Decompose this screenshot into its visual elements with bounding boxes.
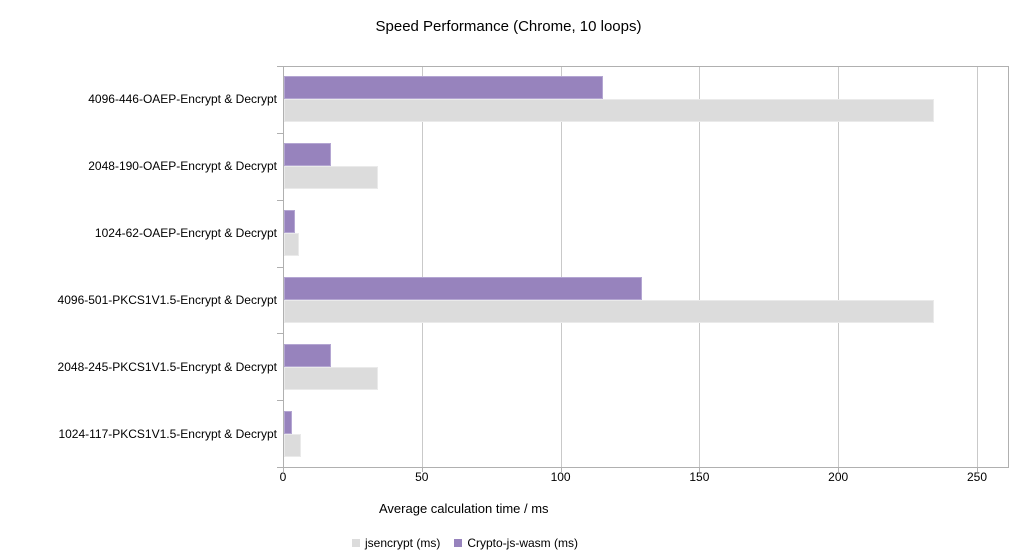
x-tick-label: 150 bbox=[689, 470, 710, 484]
x-axis-title: Average calculation time / ms bbox=[379, 501, 549, 516]
y-category-label: 4096-501-PKCS1V1.5-Encrypt & Decrypt bbox=[57, 293, 277, 307]
x-tick-label: 0 bbox=[279, 470, 287, 484]
bar-jsencrypt bbox=[284, 99, 934, 123]
x-tick-label: 250 bbox=[966, 470, 988, 484]
plot-border-top bbox=[283, 66, 1008, 67]
legend-marker-icon bbox=[352, 539, 360, 547]
bar-jsencrypt bbox=[284, 366, 378, 390]
x-axis-tick bbox=[283, 467, 284, 472]
bar-crypto-js-wasm bbox=[284, 76, 603, 100]
gridline bbox=[560, 66, 562, 467]
bar-jsencrypt bbox=[284, 433, 301, 457]
legend-item: Crypto-js-wasm (ms) bbox=[454, 536, 578, 550]
gridline bbox=[421, 66, 423, 467]
y-category-label: 1024-117-PKCS1V1.5-Encrypt & Decrypt bbox=[58, 427, 277, 441]
y-axis-tick bbox=[277, 267, 283, 268]
bar-crypto-js-wasm bbox=[284, 210, 295, 234]
x-tick-label: 100 bbox=[550, 470, 571, 484]
gridline bbox=[699, 66, 701, 467]
y-axis-tick bbox=[277, 333, 283, 334]
chart-title: Speed Performance (Chrome, 10 loops) bbox=[375, 18, 642, 35]
bar-jsencrypt bbox=[284, 166, 378, 190]
y-axis-tick bbox=[277, 133, 283, 134]
legend-label: Crypto-js-wasm (ms) bbox=[467, 536, 579, 550]
y-category-label: 1024-62-OAEP-Encrypt & Decrypt bbox=[94, 226, 277, 240]
y-axis-tick bbox=[277, 400, 283, 401]
legend-marker-icon bbox=[454, 539, 463, 547]
y-category-label: 4096-446-OAEP-Encrypt & Decrypt bbox=[88, 92, 277, 106]
y-axis-line bbox=[283, 66, 284, 468]
bar-crypto-js-wasm bbox=[284, 343, 331, 367]
bar-crypto-js-wasm bbox=[284, 276, 642, 300]
bar-crypto-js-wasm bbox=[284, 410, 292, 434]
gridline bbox=[838, 66, 840, 467]
y-axis-tick bbox=[277, 66, 283, 67]
gridline bbox=[977, 66, 978, 467]
legend: jsencrypt (ms) Crypto-js-wasm (ms) bbox=[352, 536, 578, 550]
x-axis-tick bbox=[838, 467, 840, 472]
x-axis-line bbox=[283, 467, 1009, 468]
y-category-label: 2048-190-OAEP-Encrypt & Decrypt bbox=[88, 159, 277, 173]
x-axis-tick bbox=[977, 467, 978, 472]
bar-jsencrypt bbox=[284, 233, 299, 257]
x-tick-label: 50 bbox=[415, 470, 429, 484]
x-axis-tick bbox=[421, 467, 423, 472]
x-axis-tick bbox=[699, 467, 701, 472]
y-axis-tick bbox=[277, 467, 283, 468]
x-tick-label: 200 bbox=[828, 470, 849, 484]
plot-border-right bbox=[1008, 66, 1009, 468]
bar-jsencrypt bbox=[284, 299, 934, 323]
legend-label: jsencrypt (ms) bbox=[365, 536, 441, 550]
x-axis-tick bbox=[560, 467, 562, 472]
bar-crypto-js-wasm bbox=[284, 143, 331, 167]
y-category-label: 2048-245-PKCS1V1.5-Encrypt & Decrypt bbox=[57, 360, 277, 374]
legend-item: jsencrypt (ms) bbox=[352, 536, 440, 550]
y-axis-tick bbox=[277, 200, 283, 201]
